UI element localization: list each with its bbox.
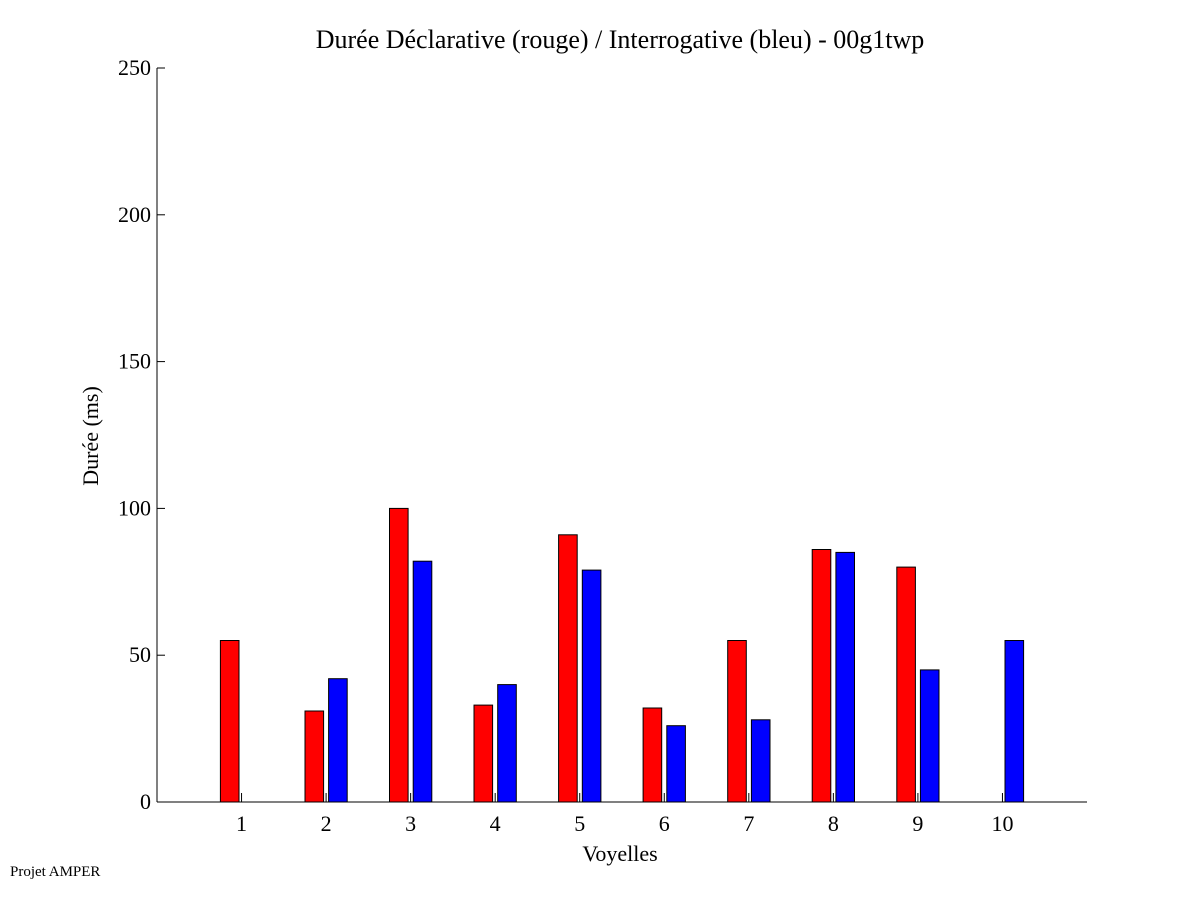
declarative-bar-4 — [473, 704, 494, 803]
x-tick-label: 10 — [991, 811, 1013, 836]
y-tick-label: 100 — [118, 495, 151, 520]
x-ticks: 1 2 3 4 5 6 7 8 9 10 — [236, 793, 1013, 836]
y-tick-label: 200 — [118, 202, 151, 227]
interrogative-bar-2 — [328, 678, 348, 803]
x-tick-label: 2 — [321, 811, 332, 836]
interrogative-bar-8 — [835, 551, 856, 803]
y-ticks: 0 50 100 150 200 250 — [118, 55, 165, 814]
y-tick-label: 50 — [129, 642, 151, 667]
x-tick-label: 6 — [659, 811, 670, 836]
x-tick-label: 8 — [828, 811, 839, 836]
x-tick-label: 5 — [574, 811, 585, 836]
x-tick-label: 3 — [405, 811, 416, 836]
declarative-bar-8 — [811, 549, 832, 803]
interrogative-bar-6 — [666, 725, 686, 803]
interrogative-bar-3 — [412, 560, 433, 803]
declarative-bar-5 — [558, 534, 578, 803]
declarative-bar-3 — [389, 507, 409, 803]
declarative-bar-2 — [304, 710, 325, 803]
interrogative-bar-7 — [750, 719, 771, 803]
declarative-bar-9 — [896, 566, 916, 803]
y-axis-label: Durée (ms) — [78, 386, 103, 486]
declarative-bar-1 — [219, 640, 240, 803]
interrogative-bar-9 — [919, 669, 940, 803]
declarative-bar-7 — [727, 640, 747, 803]
bar-group — [219, 507, 1025, 803]
interrogative-bar-4 — [497, 684, 517, 803]
x-tick-label: 1 — [236, 811, 247, 836]
interrogative-bar-5 — [581, 569, 602, 803]
x-tick-label: 9 — [912, 811, 923, 836]
declarative-bar-6 — [642, 707, 663, 803]
x-axis-label: Voyelles — [582, 841, 657, 866]
y-tick-label: 250 — [118, 55, 151, 80]
interrogative-bar-10 — [1004, 640, 1025, 803]
chart-title: Durée Déclarative (rouge) / Interrogativ… — [316, 25, 925, 54]
axes — [156, 68, 1087, 803]
y-tick-label: 0 — [140, 789, 151, 814]
x-tick-label: 4 — [490, 811, 501, 836]
footer-credit: Projet AMPER — [10, 864, 101, 880]
x-tick-label: 7 — [743, 811, 754, 836]
y-tick-label: 150 — [118, 349, 151, 374]
